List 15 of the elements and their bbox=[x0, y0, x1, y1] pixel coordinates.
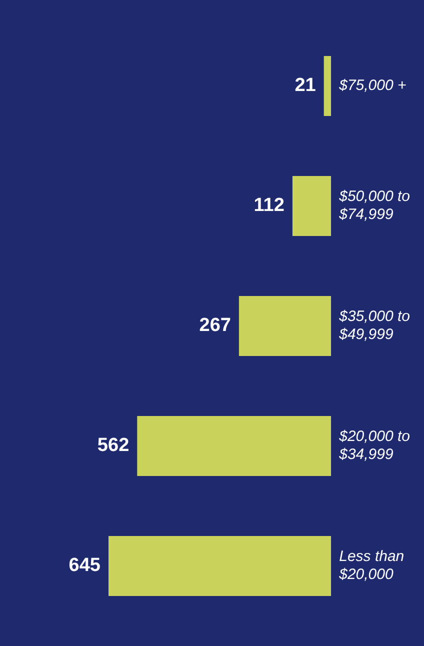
y-tick-label: $35,000 to $49,999 bbox=[338, 308, 410, 344]
data-label: 267 bbox=[199, 315, 231, 336]
y-tick-label: $50,000 to $74,999 bbox=[338, 188, 410, 224]
bar bbox=[108, 536, 332, 596]
data-label: 112 bbox=[254, 195, 284, 216]
bar bbox=[292, 176, 332, 236]
data-label: 645 bbox=[68, 555, 101, 576]
y-tick-label: $20,000 to $34,999 bbox=[338, 428, 410, 464]
data-label: 21 bbox=[294, 75, 316, 96]
bar bbox=[238, 296, 332, 356]
bar bbox=[137, 416, 332, 476]
y-tick-label: $75,000 + bbox=[338, 77, 406, 94]
y-tick-label: Less than $20,000 bbox=[338, 548, 404, 584]
data-label: 562 bbox=[97, 435, 130, 456]
bar bbox=[324, 56, 332, 116]
